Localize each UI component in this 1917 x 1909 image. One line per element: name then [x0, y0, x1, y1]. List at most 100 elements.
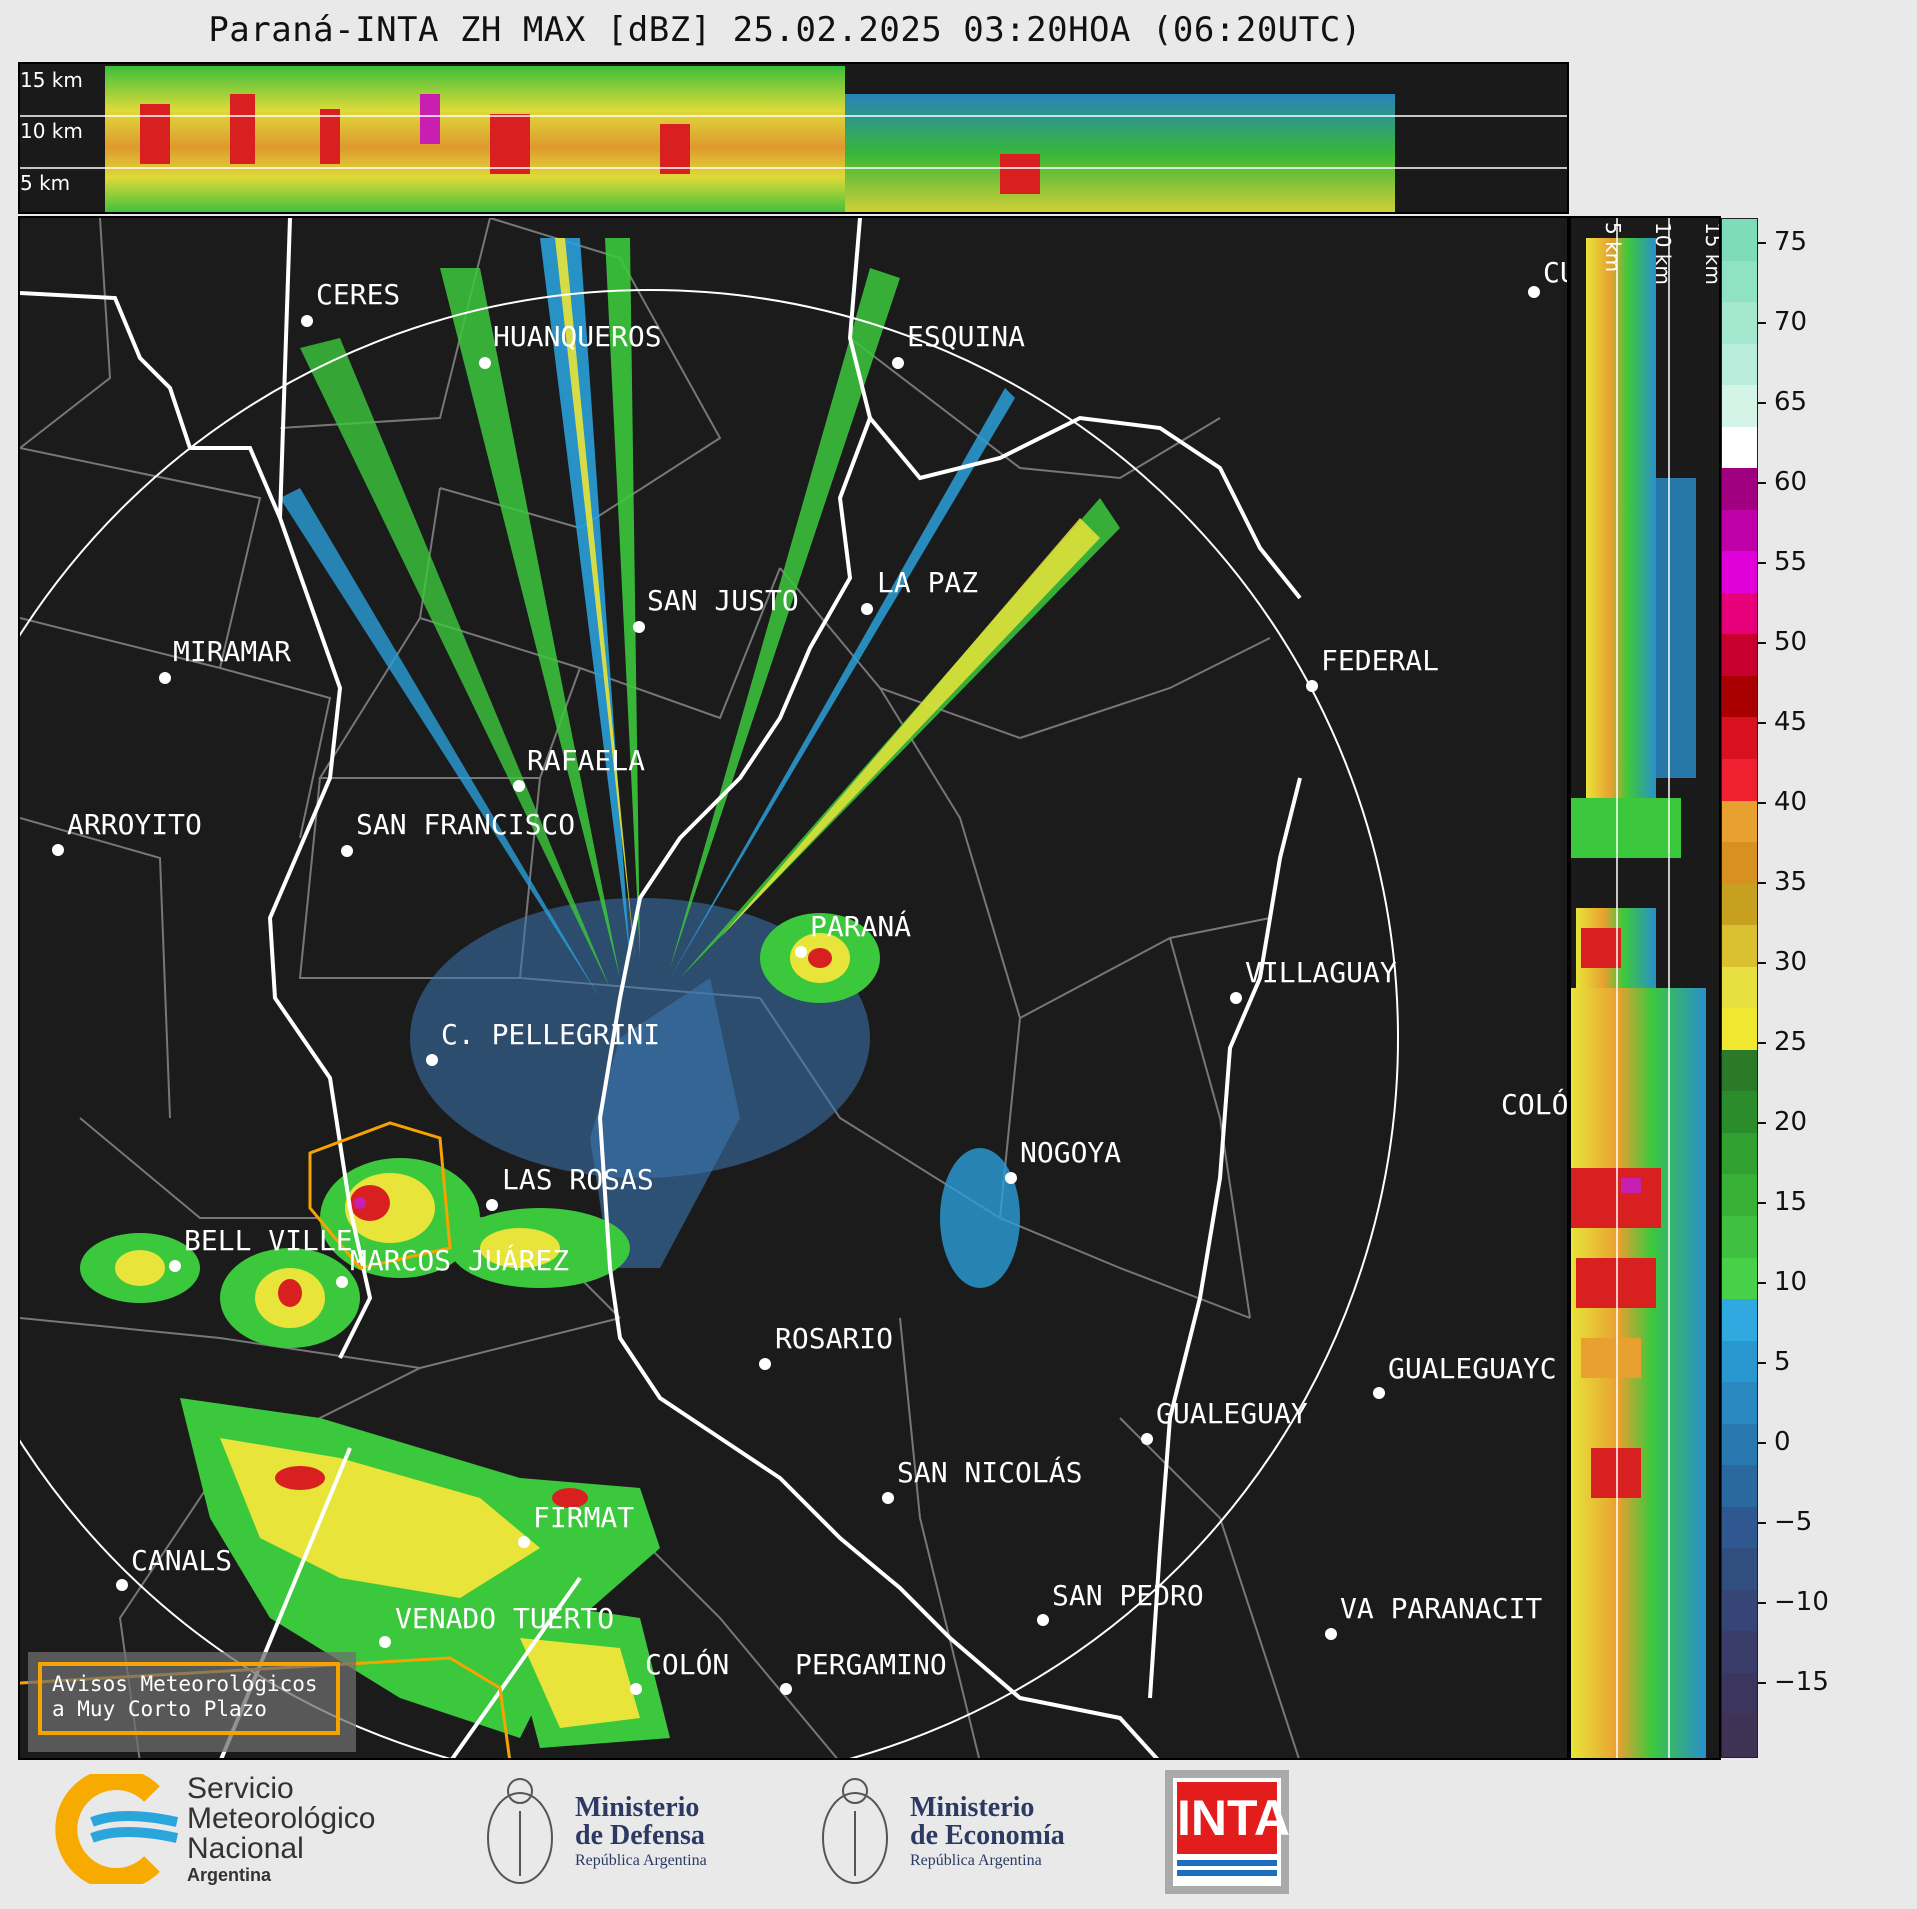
- city-dot-nogoya: [1005, 1172, 1017, 1184]
- city-label-c-pellegrini: C. PELLEGRINI: [441, 1018, 661, 1051]
- city-dot-c-pellegrini: [426, 1054, 438, 1066]
- city-dot-colon-ba: [630, 1683, 642, 1695]
- colorbar-segment: [1722, 883, 1757, 927]
- city-label-colon-er: COLÓ: [1501, 1088, 1569, 1121]
- defensa-line1: Ministerio: [575, 1792, 700, 1823]
- colorbar-tick-label: 10: [1758, 1267, 1807, 1297]
- colorbar-segment: [1722, 343, 1757, 387]
- reflectivity-colorbar: [1721, 218, 1758, 1758]
- side-alt-label-10km: 10 km: [1651, 222, 1675, 285]
- city-dot-san-francisco: [341, 845, 353, 857]
- colorbar-segment: [1722, 1506, 1757, 1550]
- defensa-line2: de Defensa: [575, 1820, 705, 1851]
- colorbar-segment: [1722, 1548, 1757, 1591]
- city-label-villaguay: VILLAGUAY: [1245, 956, 1397, 989]
- colorbar-segment: [1722, 385, 1757, 428]
- city-dot-la-paz: [861, 603, 873, 615]
- city-label-san-justo: SAN JUSTO: [647, 584, 799, 617]
- smn-logo-icon: [55, 1774, 179, 1884]
- city-dot-san-justo: [633, 621, 645, 633]
- city-dot-parana: [795, 946, 807, 958]
- colorbar-segment: [1722, 966, 1757, 1010]
- city-label-esquina: ESQUINA: [907, 320, 1026, 353]
- smn-line1: Servicio: [187, 1772, 294, 1805]
- colorbar-tick-label: 30: [1758, 947, 1807, 977]
- city-label-colon-ba: COLÓN: [645, 1648, 730, 1681]
- economia-line3: República Argentina: [910, 1852, 1042, 1869]
- city-dot-arroyito: [52, 844, 64, 856]
- colorbar-segment: [1722, 1423, 1757, 1467]
- city-label-miramar: MIRAMAR: [173, 635, 292, 668]
- economia-line2: de Economía: [910, 1820, 1065, 1851]
- colorbar-segment: [1722, 1589, 1757, 1633]
- city-label-ceres: CERES: [316, 278, 401, 311]
- colorbar-segment: [1722, 1299, 1757, 1342]
- colorbar-tick-label: 0: [1758, 1427, 1791, 1457]
- city-dot-villaguay: [1230, 992, 1242, 1004]
- colorbar-segment: [1722, 1091, 1757, 1134]
- colorbar-tick-label: −10: [1758, 1587, 1829, 1617]
- colorbar-segment: [1722, 1049, 1757, 1093]
- economia-line1: Ministerio: [910, 1792, 1035, 1823]
- inta-logo: INTA: [1165, 1770, 1290, 1894]
- city-label-san-pedro: SAN PEDRO: [1052, 1579, 1204, 1612]
- city-dot-san-pedro: [1037, 1614, 1049, 1626]
- side-alt-label-5km: 5 km: [1601, 222, 1625, 273]
- alt-label-15km: 15 km: [20, 68, 83, 92]
- colorbar-segment: [1722, 1672, 1757, 1716]
- alt-label-5km: 5 km: [20, 171, 71, 195]
- city-dot-bell-ville: [169, 1260, 181, 1272]
- colorbar-segment: [1722, 1132, 1757, 1176]
- smn-logo-text: Servicio Meteorológico Nacional Argentin…: [187, 1774, 375, 1886]
- colorbar-segment: [1722, 509, 1757, 553]
- colorbar-tick-label: −5: [1758, 1507, 1812, 1537]
- top-cross-section-panel: 15 km 10 km 5 km: [18, 62, 1569, 214]
- side-cross-section-graphic: [1571, 218, 1706, 1758]
- colorbar-tick-label: 60: [1758, 467, 1807, 497]
- side-cross-section-panel: 5 km 10 km 15 km: [1569, 216, 1721, 1760]
- colorbar-segment: [1722, 1465, 1757, 1508]
- city-dot-va-paranacito: [1325, 1628, 1337, 1640]
- colorbar-segment: [1722, 592, 1757, 636]
- city-label-pergamino: PERGAMINO: [795, 1648, 947, 1681]
- city-dot-rafaela: [513, 780, 525, 792]
- warning-legend-inner: Avisos Meteorológicos a Muy Corto Plazo: [38, 1662, 340, 1735]
- colorbar-segment: [1722, 1215, 1757, 1259]
- colorbar-tick-label: 50: [1758, 627, 1807, 657]
- colorbar-segment: [1722, 717, 1757, 761]
- warning-line2: a Muy Corto Plazo: [52, 1697, 267, 1721]
- side-alt-label-15km: 15 km: [1701, 222, 1721, 285]
- city-dot-gualeguaychu: [1373, 1387, 1385, 1399]
- city-label-san-nicolas: SAN NICOLÁS: [897, 1456, 1083, 1489]
- city-dot-san-nicolas: [882, 1492, 894, 1504]
- city-label-la-paz: LA PAZ: [877, 566, 979, 599]
- city-dot-miramar: [159, 672, 171, 684]
- colorbar-segment: [1722, 1257, 1757, 1301]
- colorbar-segment: [1722, 551, 1757, 594]
- city-dot-venado-tuerto: [379, 1636, 391, 1648]
- colorbar-tick-label: 35: [1758, 867, 1807, 897]
- defensa-line3: República Argentina: [575, 1852, 707, 1869]
- city-dot-federal: [1306, 680, 1318, 692]
- colorbar-segment: [1722, 842, 1757, 885]
- defensa-logo-text: Ministerio de Defensa República Argentin…: [575, 1794, 707, 1872]
- city-label-marcos-juarez: MARCOS JUÁREZ: [350, 1244, 570, 1277]
- smn-line3: Nacional: [187, 1832, 304, 1865]
- warning-line1: Avisos Meteorológicos: [52, 1672, 318, 1696]
- colorbar-segment: [1722, 1340, 1757, 1384]
- city-dot-las-rosas: [486, 1199, 498, 1211]
- colorbar-tick-label: 20: [1758, 1107, 1807, 1137]
- top-cross-section-graphic: [20, 66, 1567, 212]
- city-label-rosario: ROSARIO: [775, 1322, 894, 1355]
- city-dot-firmat: [518, 1536, 530, 1548]
- colorbar-segment: [1722, 1008, 1757, 1051]
- colorbar-segment: [1722, 1174, 1757, 1217]
- colorbar-segment: [1722, 675, 1757, 719]
- city-dot-canals: [116, 1579, 128, 1591]
- colorbar-segment: [1722, 634, 1757, 677]
- colorbar-tick-label: 65: [1758, 387, 1807, 417]
- colorbar-tick-label: 75: [1758, 227, 1807, 257]
- city-dot-ceres: [301, 315, 313, 327]
- colorbar-segment: [1722, 1382, 1757, 1425]
- radar-map: CERES HUANQUEROS ESQUINA CU SAN JUSTO LA…: [18, 216, 1569, 1760]
